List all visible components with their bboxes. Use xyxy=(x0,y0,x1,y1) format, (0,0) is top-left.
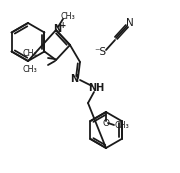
Text: CH₃: CH₃ xyxy=(61,12,75,21)
Text: ⁻S: ⁻S xyxy=(94,47,106,57)
Text: CH₃: CH₃ xyxy=(115,121,129,130)
Text: NH: NH xyxy=(88,83,104,93)
Text: N: N xyxy=(53,24,61,34)
Text: +: + xyxy=(59,20,65,30)
Text: N: N xyxy=(70,74,78,84)
Text: CH₃: CH₃ xyxy=(22,66,37,75)
Text: N: N xyxy=(126,18,134,28)
Text: O: O xyxy=(102,119,109,128)
Text: CH₃: CH₃ xyxy=(22,49,37,58)
